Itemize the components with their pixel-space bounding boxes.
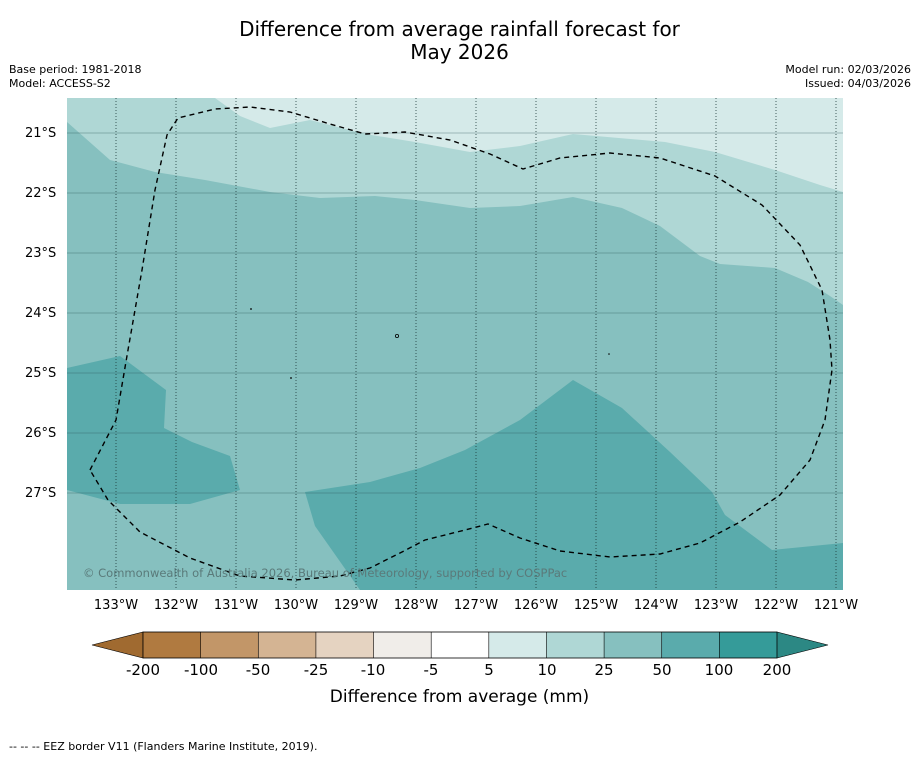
band-10-25 [67,98,843,305]
lon-label: 130°W [273,598,319,613]
meridians [115,98,837,590]
island-marker [290,377,292,379]
colorbar-segment [604,632,663,658]
base-period: Base period: 1981-2018 [9,63,142,76]
island-marker [608,353,610,355]
lat-label: 21°S [25,126,57,141]
eez-footnote: -- -- -- EEZ border V11 (Flanders Marine… [9,740,318,753]
lat-label: 23°S [25,246,57,261]
model-run: Model run: 02/03/2026 [785,63,911,76]
colorbar-tick: -5 [423,661,439,679]
colorbar-tick: -10 [360,661,386,679]
title-line-1: Difference from average rainfall forecas… [239,17,680,41]
title-line-2: May 2026 [410,40,509,64]
meta-left: Base period: 1981-2018 Model: ACCESS-S2 [9,63,141,91]
lon-label: 128°W [393,598,439,613]
colorbar-segment [719,632,778,658]
lon-label: 124°W [633,598,679,613]
band-50-100-south [305,380,843,590]
colorbar-segment [373,632,432,658]
lon-label: 126°W [513,598,559,613]
lon-label: 127°W [453,598,499,613]
colorbar-segment [488,632,547,658]
lon-label: 125°W [573,598,619,613]
lat-label: 22°S [25,186,57,201]
lon-label: 131°W [213,598,259,613]
colorbar-tick: -200 [125,661,161,679]
band-5-10 [215,98,843,192]
lat-label: 27°S [25,486,57,501]
colorbar-tick: -100 [183,661,219,679]
colorbar-segment [200,632,259,658]
colorbar-segment [143,632,202,658]
island-marker [394,333,399,338]
lat-label: 26°S [25,426,57,441]
lat-label: 24°S [25,306,57,321]
issued-date: Issued: 04/03/2026 [804,77,911,90]
colorbar-tick: 25 [594,661,614,679]
colorbar-segment [315,632,375,658]
lon-label: 132°W [153,598,199,613]
meta-right: Model run: 02/03/2026 Issued: 04/03/2026 [785,63,911,91]
lon-label: 121°W [813,598,859,613]
colorbar-segment [661,632,720,658]
colorbar-tick: 10 [537,661,557,679]
colorbar-tick: 5 [484,661,494,679]
colorbar-segments [143,632,778,658]
colorbar-end-high [776,631,829,659]
copyright-notice: © Commonwealth of Australia 2026, Bureau… [83,566,568,580]
lon-label: 129°W [333,598,379,613]
model-name: Model: ACCESS-S2 [9,77,111,90]
island-marker [250,308,252,310]
colorbar-segment [431,632,490,658]
colorbar-tick: -50 [245,661,271,679]
grid [67,132,843,494]
lat-label: 25°S [25,366,57,381]
colorbar-segment [258,632,317,658]
lon-label: 122°W [753,598,799,613]
colorbar-title: Difference from average (mm) [329,687,590,707]
colorbar [91,631,829,659]
colorbar-tick: 200 [762,661,792,679]
chart-title: Difference from average rainfall forecas… [0,18,919,64]
colorbar-tick: -25 [303,661,329,679]
colorbar-segment [546,632,605,658]
eez-border [89,106,833,581]
colorbar-tick: 100 [704,661,734,679]
band-50-100-west [67,356,240,504]
lon-label: 133°W [93,598,139,613]
colorbar-tick: 50 [652,661,672,679]
colorbar-end-low [91,631,144,659]
lon-label: 123°W [693,598,739,613]
